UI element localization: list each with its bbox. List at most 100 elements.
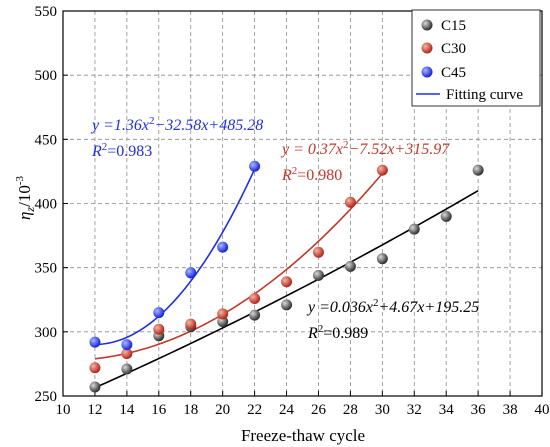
y-tick-label: 550 xyxy=(35,4,58,20)
legend-marker-c30 xyxy=(421,42,433,54)
point-c30 xyxy=(344,196,356,208)
legend: C15 C30 C45 Fitting curve xyxy=(411,9,541,107)
point-c15 xyxy=(344,260,356,272)
fit-curve-c15 xyxy=(94,189,479,389)
y-tick-label: 300 xyxy=(35,325,58,341)
x-tick-label: 14 xyxy=(119,402,135,418)
eq-c45-r-sup: 2 xyxy=(102,141,108,153)
y-tick-label: 500 xyxy=(35,68,58,84)
point-c45 xyxy=(217,241,229,253)
eq-c45-r-label: R xyxy=(91,143,102,160)
y-axis-unit: /10 xyxy=(15,185,34,207)
point-c45 xyxy=(249,160,261,172)
eq-c15-r-value: =0.989 xyxy=(323,325,368,342)
x-tick-label: 38 xyxy=(503,402,518,418)
point-c15 xyxy=(312,269,324,281)
eq-c15-sup: 2 xyxy=(373,297,379,309)
point-c15 xyxy=(281,299,293,311)
y-tick-label: 400 xyxy=(35,197,58,213)
plot-frame xyxy=(62,10,543,397)
eq-c15-r-label: R xyxy=(307,325,318,342)
x-axis-title: Freeze-thaw cycle xyxy=(241,426,365,445)
point-c30 xyxy=(153,323,165,335)
point-c15 xyxy=(121,363,133,375)
eq-c30-text1: y = 0.37x xyxy=(280,141,343,158)
point-c30 xyxy=(312,246,324,258)
x-tick-label: 10 xyxy=(56,402,71,418)
legend-box xyxy=(411,9,541,107)
x-tick-label: 30 xyxy=(375,402,390,418)
y-tick-label: 350 xyxy=(35,261,58,277)
equation-c15: y =0.036x2+4.67x+195.25 R2=0.989 xyxy=(306,297,479,342)
point-c30 xyxy=(217,308,229,320)
y-axis-symbol: η xyxy=(15,212,34,220)
point-c30 xyxy=(185,318,197,330)
x-tick-label: 24 xyxy=(279,402,295,418)
y-axis-subscript: z xyxy=(23,207,37,213)
point-c45 xyxy=(89,336,101,348)
svg-text:ηz/10-3: ηz/10-3 xyxy=(14,176,37,221)
point-c15 xyxy=(408,223,420,235)
eq-c15-r-sup: 2 xyxy=(318,323,324,335)
x-tick-label: 22 xyxy=(247,402,262,418)
equation-c45: y =1.36x2−32.58x+485.28 R2=0.983 xyxy=(90,115,263,160)
x-tick-label: 16 xyxy=(151,402,167,418)
eq-c45-text1: y =1.36x xyxy=(90,117,149,134)
fit-curve-c30 xyxy=(94,172,383,360)
point-c15 xyxy=(89,381,101,393)
svg-text:y =1.36x2−32.58x+485.28: y =1.36x2−32.58x+485.28 xyxy=(90,115,263,134)
eq-c15-text1: y =0.036x xyxy=(306,299,373,316)
svg-text:R2=0.983: R2=0.983 xyxy=(91,141,152,160)
eq-c15-text2: +4.67x+195.25 xyxy=(379,299,480,316)
point-c15 xyxy=(440,210,452,222)
point-c15 xyxy=(376,253,388,265)
legend-label-c45: C45 xyxy=(441,65,466,81)
x-tick-label: 12 xyxy=(87,402,102,418)
eq-c45-sup: 2 xyxy=(149,115,155,127)
legend-label-c15: C15 xyxy=(441,18,466,34)
x-tick-label: 26 xyxy=(311,402,327,418)
x-tick-label: 40 xyxy=(535,402,550,418)
svg-text:R2=0.989: R2=0.989 xyxy=(307,323,368,342)
svg-text:R2=0.980: R2=0.980 xyxy=(281,165,342,184)
y-tick-label: 450 xyxy=(35,132,58,148)
legend-label-c30: C30 xyxy=(441,41,466,57)
eq-c30-r-value: =0.980 xyxy=(297,167,342,184)
eq-c30-text2: −7.52x+315.97 xyxy=(349,141,451,158)
point-c30 xyxy=(249,292,261,304)
svg-text:y = 0.37x2−7.52x+315.97: y = 0.37x2−7.52x+315.97 xyxy=(280,139,450,158)
eq-c45-text2: −32.58x+485.28 xyxy=(155,117,264,134)
equation-c30: y = 0.37x2−7.52x+315.97 R2=0.980 xyxy=(280,139,450,184)
eq-c45-r-value: =0.983 xyxy=(107,143,152,160)
eq-c30-sup: 2 xyxy=(343,139,349,151)
point-c30 xyxy=(89,362,101,374)
data-points xyxy=(89,160,484,393)
point-c30 xyxy=(121,348,133,360)
x-tick-label: 36 xyxy=(471,402,487,418)
x-tick-label: 18 xyxy=(183,402,198,418)
eq-c30-r-sup: 2 xyxy=(292,165,298,177)
axis-ticks: 10 12 14 16 18 20 22 24 26 28 30 32 34 36 38 4025030035… xyxy=(35,4,550,418)
y-tick-label: 250 xyxy=(35,389,58,405)
x-tick-label: 32 xyxy=(407,402,422,418)
point-c15 xyxy=(249,309,261,321)
point-c30 xyxy=(281,276,293,288)
x-tick-label: 20 xyxy=(215,402,230,418)
fit-curve-c45 xyxy=(94,168,256,346)
svg-text:y =0.036x2+4.67x+195.25: y =0.036x2+4.67x+195.25 xyxy=(306,297,479,316)
legend-label-fit: Fitting curve xyxy=(446,87,523,103)
y-axis-title: ηz/10-3 xyxy=(14,176,37,221)
point-c15 xyxy=(217,316,229,328)
point-c45 xyxy=(185,267,197,279)
eq-c30-r-label: R xyxy=(281,167,292,184)
point-c30 xyxy=(376,164,388,176)
point-c15 xyxy=(472,164,484,176)
point-c45 xyxy=(153,307,165,319)
point-c45 xyxy=(121,339,133,351)
x-tick-label: 28 xyxy=(343,402,358,418)
legend-marker-c45 xyxy=(421,66,433,78)
grid-lines xyxy=(63,11,542,396)
legend-marker-c15 xyxy=(421,19,433,31)
y-axis-exponent: -3 xyxy=(14,176,26,186)
